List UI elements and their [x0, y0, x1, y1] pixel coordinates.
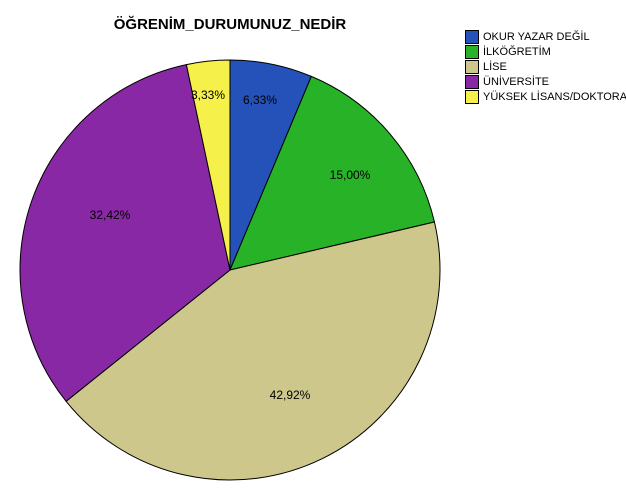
pie-chart-container: { "chart": { "type": "pie", "title": "ÖĞ…: [0, 0, 626, 501]
legend-swatch: [465, 90, 479, 104]
legend-item: İLKÖĞRETİM: [465, 45, 626, 59]
legend-swatch: [465, 75, 479, 89]
legend: OKUR YAZAR DEĞİL İLKÖĞRETİM LİSE ÜNİVERSİTE…: [465, 30, 626, 105]
chart-title: ÖĞRENİM_DURUMUNUZ_NEDİR: [0, 16, 460, 33]
legend-swatch: [465, 60, 479, 74]
legend-swatch: [465, 30, 479, 44]
legend-item: YÜKSEK LİSANS/DOKTORA: [465, 90, 626, 104]
legend-label: OKUR YAZAR DEĞİL: [483, 31, 590, 43]
legend-label: ÜNİVERSİTE: [483, 76, 549, 88]
legend-item: OKUR YAZAR DEĞİL: [465, 30, 626, 44]
legend-label: İLKÖĞRETİM: [483, 46, 551, 58]
legend-item: LİSE: [465, 60, 626, 74]
legend-label: LİSE: [483, 61, 507, 73]
legend-swatch: [465, 45, 479, 59]
legend-label: YÜKSEK LİSANS/DOKTORA: [483, 91, 626, 103]
legend-item: ÜNİVERSİTE: [465, 75, 626, 89]
